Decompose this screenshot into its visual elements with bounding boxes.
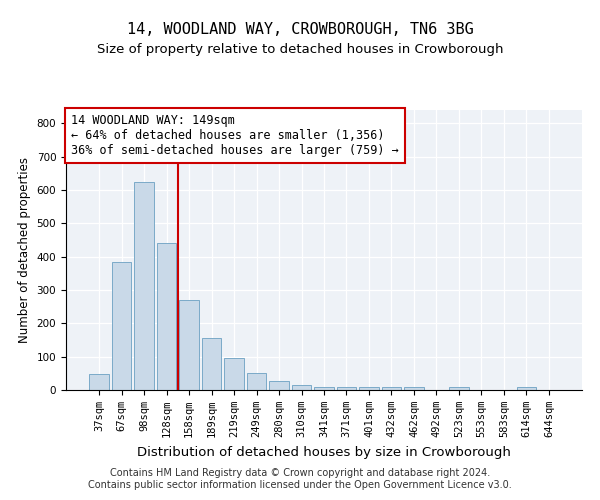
Bar: [404, 386, 424, 390]
Bar: [134, 182, 154, 390]
Bar: [382, 386, 401, 390]
Bar: [157, 244, 176, 390]
Text: 14, WOODLAND WAY, CROWBOROUGH, TN6 3BG: 14, WOODLAND WAY, CROWBOROUGH, TN6 3BG: [127, 22, 473, 38]
Bar: [112, 262, 131, 390]
Bar: [292, 385, 311, 390]
Bar: [89, 374, 109, 390]
Bar: [517, 386, 536, 390]
Bar: [247, 372, 266, 390]
Bar: [314, 386, 334, 390]
Text: Size of property relative to detached houses in Crowborough: Size of property relative to detached ho…: [97, 42, 503, 56]
Bar: [359, 386, 379, 390]
Y-axis label: Number of detached properties: Number of detached properties: [18, 157, 31, 343]
Bar: [224, 358, 244, 390]
X-axis label: Distribution of detached houses by size in Crowborough: Distribution of detached houses by size …: [137, 446, 511, 458]
Bar: [179, 300, 199, 390]
Bar: [449, 386, 469, 390]
Bar: [202, 338, 221, 390]
Text: Contains HM Land Registry data © Crown copyright and database right 2024.
Contai: Contains HM Land Registry data © Crown c…: [88, 468, 512, 490]
Bar: [269, 380, 289, 390]
Bar: [337, 386, 356, 390]
Text: 14 WOODLAND WAY: 149sqm
← 64% of detached houses are smaller (1,356)
36% of semi: 14 WOODLAND WAY: 149sqm ← 64% of detache…: [71, 114, 399, 157]
